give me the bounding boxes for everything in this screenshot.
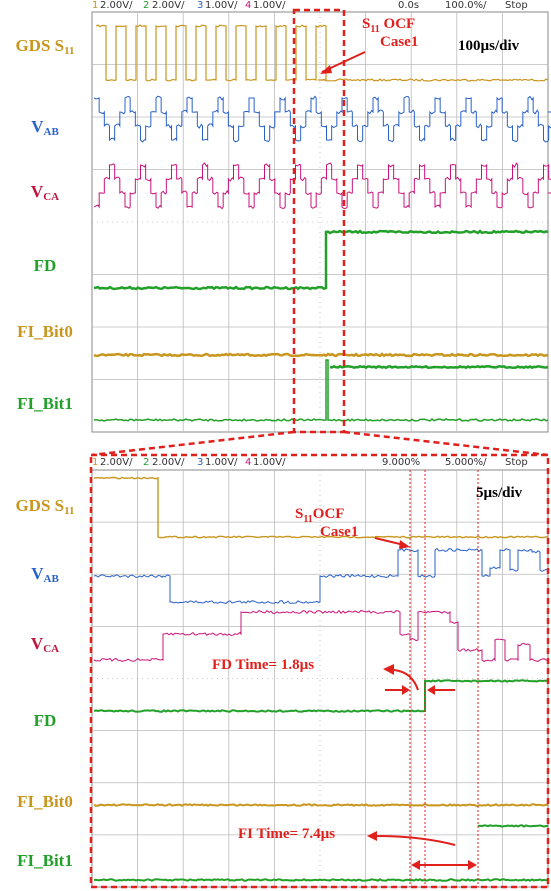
header-text: 4 bbox=[245, 0, 251, 11]
header-text: 100.0%/ bbox=[445, 0, 487, 11]
label-text: V bbox=[31, 117, 44, 136]
waveform bbox=[94, 879, 548, 880]
channel-label: FD bbox=[34, 256, 57, 275]
channel-label: FI_Bit1 bbox=[17, 394, 73, 413]
label-text: FI_Bit1 bbox=[17, 851, 73, 870]
header-text: 2 bbox=[143, 457, 149, 468]
label-text: FD bbox=[34, 256, 57, 275]
header-text: 4 bbox=[245, 457, 251, 468]
label-sub: CA bbox=[43, 191, 59, 203]
zoom-line bbox=[344, 432, 548, 455]
label-text: V bbox=[31, 564, 44, 583]
waveform bbox=[478, 825, 548, 826]
label-text: GDS S bbox=[15, 496, 64, 515]
label-text: V bbox=[31, 634, 44, 653]
annotation: FD Time= 1.8µs bbox=[212, 657, 314, 673]
annotation: Case1 bbox=[320, 524, 358, 540]
label-sub: AB bbox=[44, 126, 60, 138]
zoom-line bbox=[92, 432, 294, 455]
channel-label: VCA bbox=[31, 182, 59, 203]
ann-rest: OCF bbox=[380, 16, 415, 32]
header-text: 2.00V/ bbox=[100, 0, 133, 11]
header-text: Stop bbox=[505, 457, 528, 468]
waveform bbox=[330, 366, 548, 367]
label-text: FI_Bit1 bbox=[17, 394, 73, 413]
label-sub: AB bbox=[44, 573, 60, 585]
channel-label: FI_Bit1 bbox=[17, 851, 73, 870]
label-sub: CA bbox=[43, 643, 59, 655]
label-text: GDS S bbox=[15, 36, 64, 55]
label-text: FD bbox=[34, 711, 57, 730]
ann-text: S bbox=[295, 506, 303, 522]
channel-label: FI_Bit0 bbox=[17, 792, 73, 811]
ann-sub: 11 bbox=[303, 514, 312, 525]
header-text: 2.00V/ bbox=[152, 0, 185, 11]
header-text: 5.000%/ bbox=[445, 457, 487, 468]
header-text: 3 bbox=[197, 0, 203, 11]
header-text: 1.00V/ bbox=[205, 457, 238, 468]
header-text: 2 bbox=[143, 0, 149, 11]
channel-label: VAB bbox=[31, 117, 59, 138]
label-text: FI_Bit0 bbox=[17, 322, 73, 341]
header-text: 1 bbox=[92, 457, 98, 468]
channel-label: VAB bbox=[31, 564, 59, 585]
header-text: 9.000% bbox=[382, 457, 420, 468]
label-text: FI_Bit0 bbox=[17, 792, 73, 811]
ann-text: S bbox=[362, 16, 370, 32]
ann-rest: OCF bbox=[313, 506, 345, 522]
channel-label: FI_Bit0 bbox=[17, 322, 73, 341]
timebase: 100µs/div bbox=[458, 38, 520, 54]
label-sub: 11 bbox=[64, 45, 74, 57]
annotation: FI Time= 7.4µs bbox=[238, 826, 335, 842]
header-text: 1.00V/ bbox=[253, 0, 286, 11]
header-text: 2.00V/ bbox=[100, 457, 133, 468]
timebase: 5µs/div bbox=[476, 485, 523, 501]
figure: 12.00V/22.00V/31.00V/41.00V/0.0s100.0%/S… bbox=[0, 0, 551, 891]
annotation: Case1 bbox=[380, 34, 418, 50]
ann-sub: 11 bbox=[370, 24, 379, 35]
channel-label: GDS S11 bbox=[15, 496, 74, 517]
header-text: Stop bbox=[505, 0, 528, 11]
waveform bbox=[94, 804, 548, 805]
header-text: 1.00V/ bbox=[253, 457, 286, 468]
header-text: 1.00V/ bbox=[205, 0, 238, 11]
label-text: V bbox=[31, 182, 44, 201]
channel-label: FD bbox=[34, 711, 57, 730]
header-text: 3 bbox=[197, 457, 203, 468]
header-text: 1 bbox=[92, 0, 98, 11]
header-text: 2.00V/ bbox=[152, 457, 185, 468]
header-text: 0.0s bbox=[398, 0, 419, 11]
channel-label: GDS S11 bbox=[15, 36, 74, 57]
channel-label: VCA bbox=[31, 634, 59, 655]
label-sub: 11 bbox=[64, 505, 74, 517]
